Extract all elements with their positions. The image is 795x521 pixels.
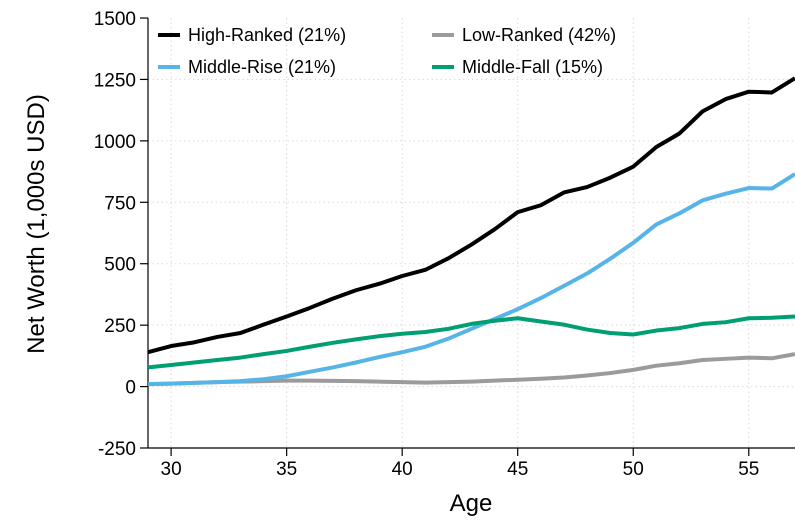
series-lines [148,76,795,387]
x-tick-label: 50 [623,459,644,480]
series-line-4 [148,314,795,370]
x-axis-label: Age [450,490,493,517]
legend-label-1: High-Ranked (21%) [188,25,346,45]
y-tick-label: 1000 [94,132,136,153]
y-tick-label: 1500 [94,9,136,30]
axes: -250 0 250 500 750 1000 1250 1500 30 35 40 45 50 55 [94,9,795,480]
y-tick-label: 1250 [94,70,136,91]
y-tick-label: 750 [104,193,136,214]
y-tick-label: -250 [98,439,136,460]
legend-label-2: Low-Ranked (42%) [462,25,616,45]
series-line-1 [148,76,795,355]
legend: High-Ranked (21%) Low-Ranked (42%) Middle-… [158,25,616,77]
series-line-3 [148,172,795,387]
y-tick-label: 250 [104,316,136,337]
y-axis-label: Net Worth (1,000s USD) [23,94,50,354]
y-tick-label: 500 [104,255,136,276]
x-tick-label: 55 [738,459,759,480]
x-tick-label: 35 [276,459,297,480]
x-tick-label: 45 [507,459,528,480]
x-tick-label: 30 [161,459,182,480]
legend-label-3: Middle-Rise (21%) [188,57,336,77]
legend-label-4: Middle-Fall (15%) [462,57,603,77]
x-tick-label: 40 [392,459,413,480]
y-tick-label: 0 [125,378,136,399]
